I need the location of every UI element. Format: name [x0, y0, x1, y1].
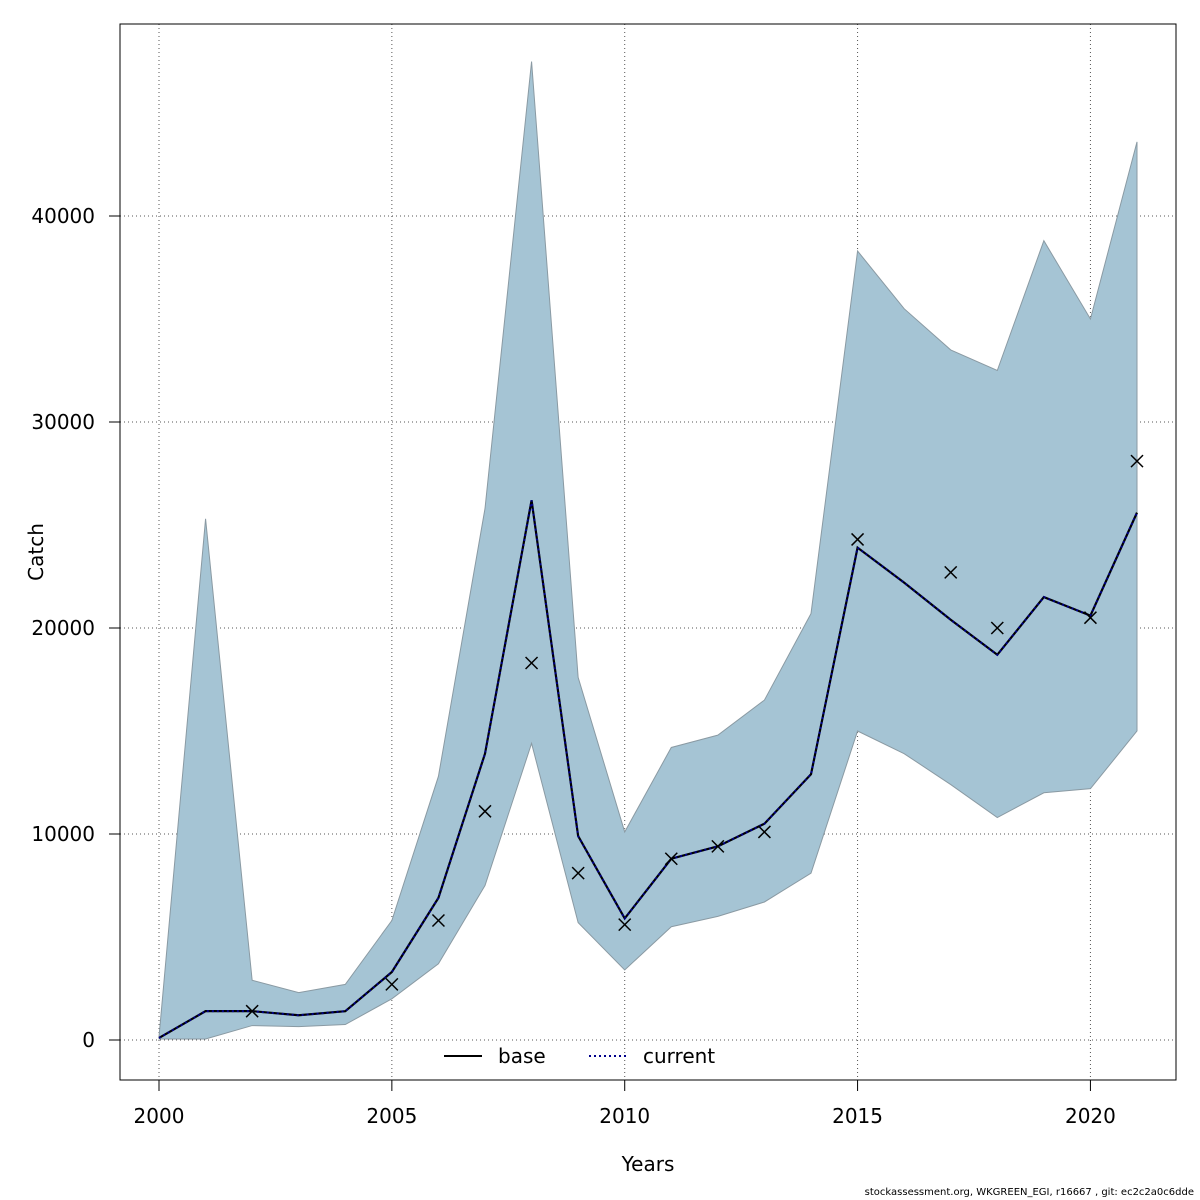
- observed-point-2008: [525, 656, 539, 670]
- x-axis-title: Years: [621, 1152, 675, 1176]
- observed-point-2010: [618, 918, 632, 932]
- observed-point-stroke-b: [431, 913, 445, 928]
- observed-point-2005: [385, 977, 399, 991]
- current-line-layer: [158, 500, 1139, 1039]
- y-tick-label-40000: 40000: [31, 204, 95, 228]
- y-axis-title: Catch: [24, 523, 48, 581]
- legend: base current: [444, 1044, 715, 1068]
- observed-point-stroke-b: [478, 804, 492, 818]
- observed-point-2012: [711, 839, 725, 853]
- observed-point-stroke-b: [664, 852, 678, 866]
- observed-point-2021: [1130, 454, 1144, 468]
- observed-point-stroke-b: [385, 977, 399, 991]
- y-tick-label-20000: 20000: [31, 616, 95, 640]
- x-tick-label-2005: 2005: [366, 1104, 417, 1128]
- footer-caption: stockassessment.org, WKGREEN_EGI, r16667…: [864, 1187, 1194, 1198]
- observed-point-stroke-b: [757, 825, 771, 839]
- x-tick-label-2000: 2000: [134, 1104, 185, 1128]
- x-tick-label-2015: 2015: [832, 1104, 883, 1128]
- observed-point-2018: [990, 621, 1004, 635]
- observed-point-2002: [245, 1004, 259, 1018]
- x-tick-label-2020: 2020: [1065, 1104, 1116, 1128]
- legend-label-base: base: [498, 1044, 546, 1068]
- observed-point-2017: [944, 565, 958, 579]
- y-tick-label-0: 0: [82, 1028, 95, 1052]
- observed-point-stroke-b: [1130, 454, 1144, 468]
- observed-point-stroke-b: [571, 866, 585, 880]
- y-tick-label-30000: 30000: [31, 410, 95, 434]
- y-axis: 0 10000 20000 30000 40000: [31, 204, 121, 1052]
- y-tick-label-10000: 10000: [31, 822, 95, 846]
- observed-point-2011: [664, 852, 678, 866]
- observed-point-stroke-b: [944, 565, 958, 579]
- observed-point-stroke-b: [990, 621, 1004, 635]
- observed-point-stroke-b: [711, 839, 725, 853]
- observed-point-2020: [1083, 611, 1097, 625]
- observed-point-2007: [478, 804, 492, 818]
- legend-label-current: current: [643, 1044, 715, 1068]
- x-tick-label-2010: 2010: [599, 1104, 650, 1128]
- observed-point-2015: [851, 532, 865, 546]
- observed-point-2013: [757, 825, 771, 839]
- observed-point-2006: [431, 913, 445, 928]
- observed-point-stroke-b: [525, 656, 539, 670]
- current-line: [158, 500, 1138, 1039]
- observed-point-stroke-b: [245, 1004, 259, 1018]
- observed-points-layer: [245, 454, 1144, 1018]
- observed-point-stroke-b: [851, 532, 865, 546]
- observed-point-stroke-b: [618, 918, 632, 932]
- confidence-band: [158, 61, 1138, 1040]
- observed-point-stroke-b: [1083, 611, 1097, 625]
- observed-point-2009: [571, 866, 585, 880]
- confidence-band-layer: [158, 61, 1138, 1040]
- x-axis: 2000 2005 2010 2015 2020: [134, 1079, 1116, 1128]
